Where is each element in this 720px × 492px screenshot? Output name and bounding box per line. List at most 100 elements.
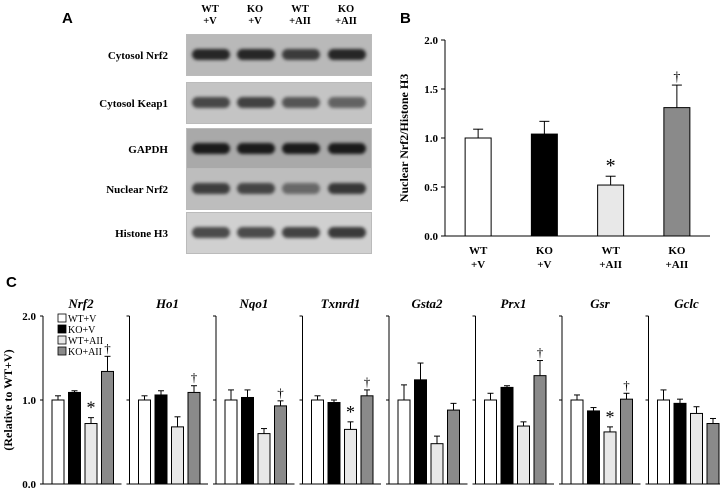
blot-band [237, 143, 275, 154]
significance-mark: † [364, 374, 371, 389]
lane-header: WT +V [190, 4, 230, 28]
bar [620, 398, 633, 485]
significance-mark: * [346, 402, 355, 422]
blot-band [282, 49, 320, 60]
lane-header-line1: KO [246, 4, 264, 15]
panel-c-letter: C [6, 274, 17, 291]
bar [68, 391, 81, 485]
lane-header-line1: WT [201, 4, 219, 15]
significance-mark: † [537, 345, 544, 360]
bar [500, 386, 514, 485]
bar [530, 133, 558, 237]
lane-header-line2: +AII [335, 16, 357, 27]
blot-band [328, 143, 366, 154]
bar [171, 426, 184, 485]
bar [327, 402, 341, 485]
lane-header-line1: KO [337, 4, 355, 15]
y-tick-label: 1.0 [424, 133, 438, 145]
bar [570, 399, 584, 485]
bar [154, 394, 168, 485]
bar [241, 396, 254, 485]
blot-band [328, 183, 366, 194]
x-tick-label: KO [536, 245, 554, 257]
y-tick-label: 1.5 [424, 84, 438, 96]
bar [597, 184, 625, 237]
gene-title: Nqo1 [239, 296, 269, 311]
blot-band [328, 49, 366, 60]
legend-swatch [57, 335, 67, 345]
panel-a-letter: A [62, 10, 73, 27]
blot-label: Nuclear Nrf2 [106, 184, 168, 196]
significance-mark: * [606, 155, 616, 177]
bar [706, 423, 720, 485]
legend-label: WT+V [68, 314, 97, 325]
lane-header: KO +AII [326, 4, 366, 28]
x-tick-label: WT [469, 245, 488, 257]
legend-swatch [57, 324, 67, 334]
bar [663, 107, 691, 237]
blot-label: Cytosol Nrf2 [107, 50, 168, 62]
bar [414, 379, 427, 485]
gene-title: Prx1 [501, 296, 527, 311]
blot-band [192, 97, 230, 108]
bar [360, 395, 374, 485]
blot-strip [186, 128, 372, 170]
gene-title: Ho1 [155, 296, 179, 311]
blot-band [282, 143, 320, 154]
bar [51, 399, 65, 485]
bar [533, 375, 547, 485]
legend-label: WT+AII [68, 336, 103, 347]
panel-b-letter: B [400, 10, 411, 27]
blot-band [192, 49, 230, 60]
y-axis-label: Nuclear Nrf2/Histone H3 [397, 74, 411, 202]
y-tick-label: 2.0 [22, 311, 36, 323]
gene-title: Nrf2 [67, 296, 94, 311]
blot-strip [186, 212, 372, 254]
chart-c: (Relative to WT+V) 0.0 1.0 2.0 Nrf2 * † Ho1 † Nqo… [1, 296, 720, 491]
bar [587, 410, 600, 485]
bar [257, 433, 271, 485]
gene-title: Txnrd1 [321, 296, 361, 311]
bar [464, 137, 492, 237]
significance-mark: † [191, 370, 198, 385]
blot-band [237, 49, 275, 60]
bar [101, 370, 114, 485]
significance-mark: † [623, 377, 630, 392]
blot-label: GAPDH [128, 144, 168, 156]
blot-strip [186, 168, 372, 210]
bar [430, 443, 444, 485]
x-tick-label: +AII [599, 259, 622, 271]
bar [447, 409, 460, 485]
blot-strip [186, 82, 372, 124]
lane-header-line2: +V [203, 16, 217, 27]
significance-mark: † [673, 70, 680, 85]
lane-header-line2: +V [248, 16, 262, 27]
bar [187, 391, 201, 485]
legend-swatch [57, 346, 67, 356]
blot-band [237, 227, 275, 238]
blot-band [192, 227, 230, 238]
y-tick-label: 0.5 [424, 182, 438, 194]
bar [344, 428, 357, 485]
blot-band [328, 227, 366, 238]
gene-title: Gsr [590, 296, 610, 311]
significance-mark: † [104, 340, 111, 355]
significance-mark: * [87, 398, 96, 418]
lane-header: WT +AII [280, 4, 320, 28]
blot-band [282, 183, 320, 194]
blot-band [237, 97, 275, 108]
blot-label: Cytosol Keap1 [99, 98, 168, 110]
y-tick-label: 0.0 [22, 479, 36, 491]
blot-band [328, 97, 366, 108]
x-tick-label: KO [668, 245, 686, 257]
x-tick-label: +V [471, 259, 485, 271]
y-axis-label: (Relative to WT+V) [1, 349, 15, 450]
bar [673, 402, 687, 485]
significance-mark: † [277, 385, 284, 400]
bar [138, 399, 151, 485]
significance-mark: * [606, 407, 615, 427]
lane-header-line1: WT [291, 4, 309, 15]
bar [397, 399, 411, 485]
bar [517, 425, 530, 485]
bar [657, 399, 670, 485]
